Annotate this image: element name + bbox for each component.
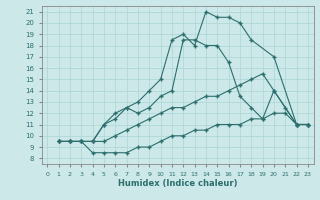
X-axis label: Humidex (Indice chaleur): Humidex (Indice chaleur) [118, 179, 237, 188]
